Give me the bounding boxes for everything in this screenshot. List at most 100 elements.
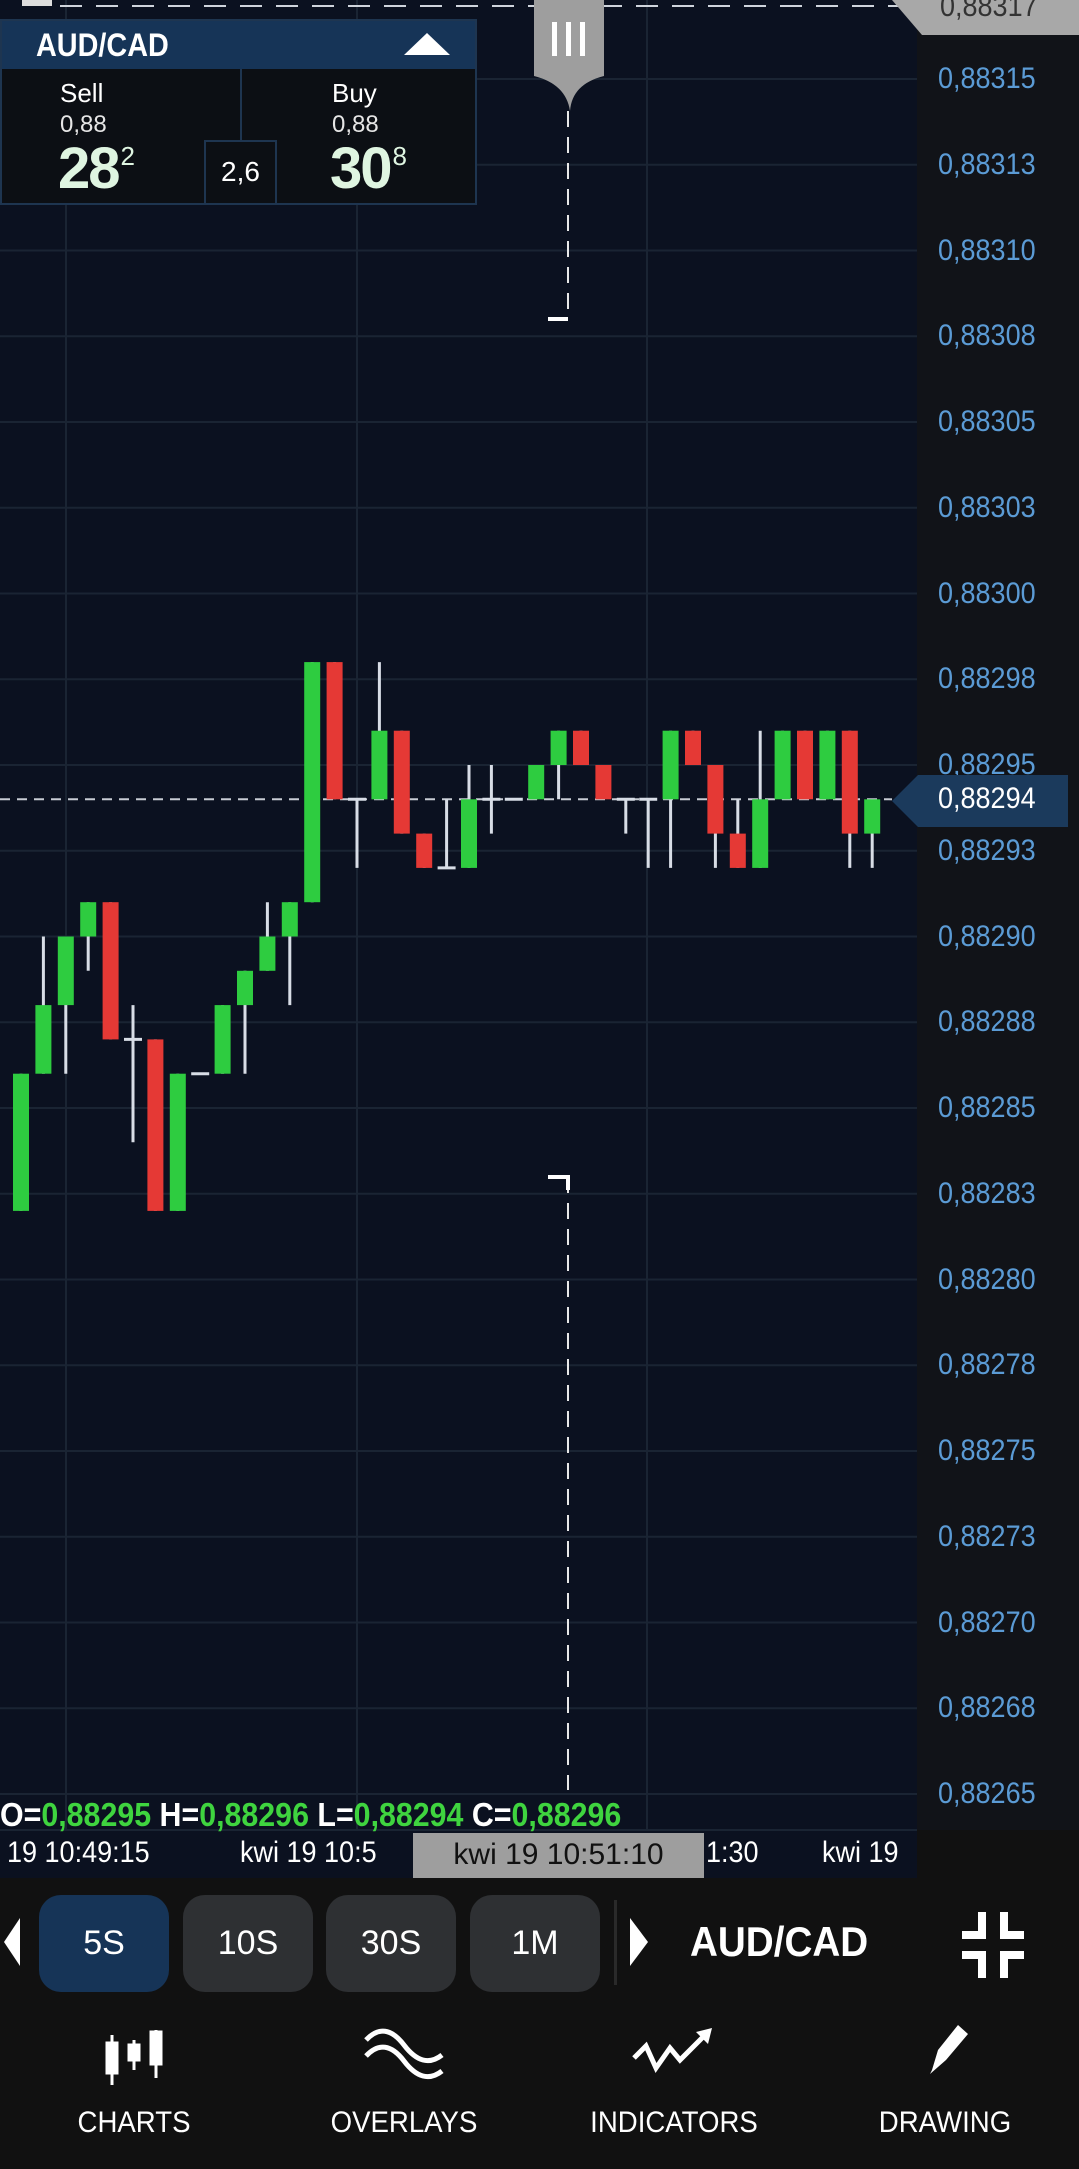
- collapse-arrow-icon[interactable]: [404, 33, 450, 55]
- exit-fullscreen-icon[interactable]: [962, 1912, 1024, 1978]
- nav-drawing[interactable]: DRAWING: [825, 2020, 1065, 2140]
- low-key: L=: [317, 1796, 354, 1833]
- divider: [614, 1900, 617, 1985]
- nav-label: DRAWING: [878, 2106, 1012, 2139]
- price-axis-label: 0,88283: [938, 1176, 1036, 1210]
- sell-button[interactable]: Sell 0,88 282: [2, 69, 240, 205]
- candle-body: [259, 936, 276, 971]
- candle-body: [461, 799, 477, 868]
- price-axis-label: 0,88295: [938, 748, 1036, 781]
- price-axis-label: 0,88268: [938, 1691, 1036, 1725]
- price-axis-label: 0,88303: [938, 490, 1036, 524]
- price-axis-label: 0,88265: [938, 1777, 1036, 1810]
- candle-body: [214, 1005, 231, 1074]
- crosshair-time-label: kwi 19 10:51:10: [413, 1833, 704, 1878]
- candle-body: [841, 730, 858, 834]
- timeframe-button-5s[interactable]: 5S: [39, 1895, 169, 1992]
- price-axis-label: 0,88285: [938, 1091, 1036, 1124]
- nav-overlays[interactable]: OVERLAYS: [284, 2020, 524, 2140]
- high-value: 0,88296: [199, 1796, 309, 1833]
- buy-big: 30: [330, 136, 392, 201]
- price-axis-label: 0,88293: [938, 833, 1036, 867]
- price-axis-label: 0,88275: [938, 1434, 1036, 1467]
- candle-body: [819, 730, 836, 800]
- candle-body: [237, 970, 253, 1006]
- candle-body: [13, 1073, 29, 1211]
- price-axis-label: 0,88290: [938, 919, 1036, 953]
- toolbar-symbol[interactable]: AUD/CAD: [690, 1918, 869, 1965]
- price-axis-label: 0,88310: [938, 233, 1036, 267]
- menu-icon[interactable]: [22, 0, 52, 6]
- price-axis-label: 0,88273: [938, 1519, 1036, 1553]
- candle-body: [35, 1005, 52, 1074]
- close-key: C=: [471, 1796, 512, 1833]
- scroll-right-icon[interactable]: [630, 1918, 648, 1966]
- time-label: 1:30: [706, 1836, 759, 1869]
- candlestick-chart[interactable]: [0, 0, 1079, 1880]
- candle-body: [281, 902, 298, 937]
- nav-charts[interactable]: CHARTS: [14, 2020, 254, 2140]
- timeframe-button-10s[interactable]: 10S: [183, 1895, 313, 1992]
- candle-body: [326, 662, 343, 800]
- candle-body: [416, 833, 433, 868]
- low-value: 0,88294: [353, 1796, 464, 1833]
- instrument-panel[interactable]: AUD/CAD Sell 0,88 282 2,6 Buy 0,88 308: [0, 19, 477, 205]
- candle-body: [573, 730, 589, 765]
- candle-body: [147, 1039, 164, 1211]
- candle-body: [774, 730, 791, 800]
- timeframe-button-1m[interactable]: 1M: [470, 1895, 600, 1992]
- scroll-left-icon[interactable]: [4, 1918, 20, 1966]
- candle-body: [80, 902, 97, 937]
- sell-label: Sell: [60, 78, 104, 108]
- buy-sup: 8: [392, 141, 407, 171]
- candle-body: [57, 936, 74, 1006]
- candle-body: [595, 765, 612, 800]
- buy-button[interactable]: Buy 0,88 308: [277, 69, 475, 205]
- timeframe-button-30s[interactable]: 30S: [326, 1895, 456, 1992]
- panel-header[interactable]: AUD/CAD: [2, 21, 475, 69]
- crosshair-bracket-bottom: [548, 1175, 570, 1190]
- buy-label: Buy: [332, 78, 377, 108]
- candle-body: [752, 799, 769, 868]
- buy-prefix: 0,88: [332, 111, 379, 138]
- candle-body: [528, 765, 545, 800]
- time-label: kwi 19 10:5: [240, 1836, 377, 1869]
- divider: [240, 69, 242, 140]
- candle-body: [550, 730, 567, 765]
- price-axis-label: 0,88300: [938, 576, 1036, 610]
- sell-big: 28: [58, 136, 120, 201]
- nav-label: INDICATORS: [590, 2106, 758, 2139]
- chart-area[interactable]: [0, 0, 917, 1878]
- close-value: 0,88296: [511, 1796, 622, 1833]
- nav-label: CHARTS: [77, 2106, 191, 2139]
- current-price-label: 0,88294: [938, 782, 1036, 815]
- price-axis[interactable]: [917, 0, 1079, 1830]
- candle-body: [707, 765, 724, 834]
- spread-value: 2,6: [204, 140, 277, 205]
- candle-body: [371, 730, 388, 800]
- nav-label: OVERLAYS: [330, 2106, 478, 2139]
- open-key: O=: [0, 1796, 42, 1833]
- price-axis-label: 0,88288: [938, 1005, 1036, 1039]
- price-axis-label: 0,88313: [938, 147, 1036, 181]
- price-axis-label: 0,88315: [938, 62, 1036, 95]
- candle-body: [169, 1073, 186, 1211]
- candle-body: [864, 799, 881, 834]
- candle-body: [685, 730, 701, 765]
- panel-symbol: AUD/CAD: [36, 27, 169, 63]
- time-label: kwi 19: [822, 1836, 899, 1869]
- price-axis-label: 0,88270: [938, 1605, 1036, 1639]
- candle-body: [304, 662, 321, 903]
- candle-body: [662, 730, 679, 800]
- time-label: 19 10:49:15: [7, 1836, 150, 1869]
- sell-sup: 2: [120, 141, 135, 171]
- high-key: H=: [159, 1796, 200, 1833]
- crosshair-time-text: kwi 19 10:51:10: [453, 1838, 664, 1871]
- candle-body: [729, 833, 746, 868]
- nav-indicators[interactable]: INDICATORS: [554, 2020, 794, 2140]
- price-axis-label: 0,88305: [938, 405, 1036, 438]
- ohlc-readout: O=0,88295 H=0,88296 L=0,88294 C=0,88296: [0, 1796, 621, 1834]
- sell-prefix: 0,88: [60, 111, 107, 138]
- crosshair-handle[interactable]: [0, 0, 1079, 130]
- top-price-tag-label: 0,88317: [940, 0, 1038, 23]
